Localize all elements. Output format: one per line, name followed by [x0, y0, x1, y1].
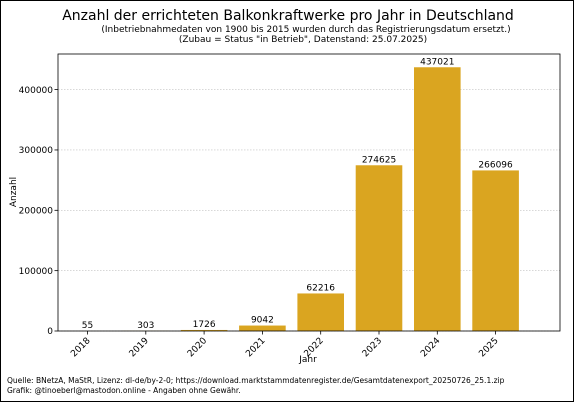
- x-tick-label: 2025: [477, 336, 500, 359]
- bar-value-label: 437021: [420, 57, 454, 67]
- bars: [64, 67, 519, 331]
- bar-value-label: 62216: [306, 283, 335, 293]
- bar: [356, 165, 403, 331]
- footer-source: Quelle: BNetzA, MaStR, Lizenz: dl-de/by-…: [7, 376, 504, 386]
- y-tick-label: 100000: [19, 267, 54, 277]
- x-tick-label: 2018: [69, 336, 92, 359]
- y-tick-label: 300000: [19, 146, 54, 156]
- y-tick-label: 200000: [19, 207, 54, 217]
- bar-value-label: 303: [137, 321, 154, 331]
- bar: [239, 326, 286, 331]
- footer: Quelle: BNetzA, MaStR, Lizenz: dl-de/by-…: [7, 376, 504, 396]
- bar: [472, 170, 519, 331]
- y-tick-label: 0: [47, 327, 53, 337]
- bar-value-label: 266096: [478, 160, 513, 170]
- bar: [297, 293, 344, 331]
- y-tick-label: 400000: [19, 86, 54, 96]
- x-tick-label: 2020: [186, 336, 209, 359]
- x-tick-label: 2019: [128, 336, 151, 359]
- y-axis-ticks: 0 100000 200000 300000 400000: [19, 86, 58, 337]
- x-tick-label: 2024: [419, 336, 442, 359]
- bar: [414, 67, 461, 331]
- y-axis-label: Anzahl: [9, 177, 19, 207]
- bar-value-label: 55: [82, 321, 93, 331]
- x-tick-label: 2023: [361, 336, 384, 359]
- footer-credit: Grafik: @tinoeberl@mastodon.online - Ang…: [7, 386, 504, 396]
- x-axis-label: Jahr: [298, 355, 317, 365]
- bar-value-label: 274625: [362, 155, 396, 165]
- bar-value-label: 1726: [193, 320, 216, 330]
- x-tick-label: 2021: [244, 336, 267, 359]
- bar-value-label: 9042: [251, 316, 274, 326]
